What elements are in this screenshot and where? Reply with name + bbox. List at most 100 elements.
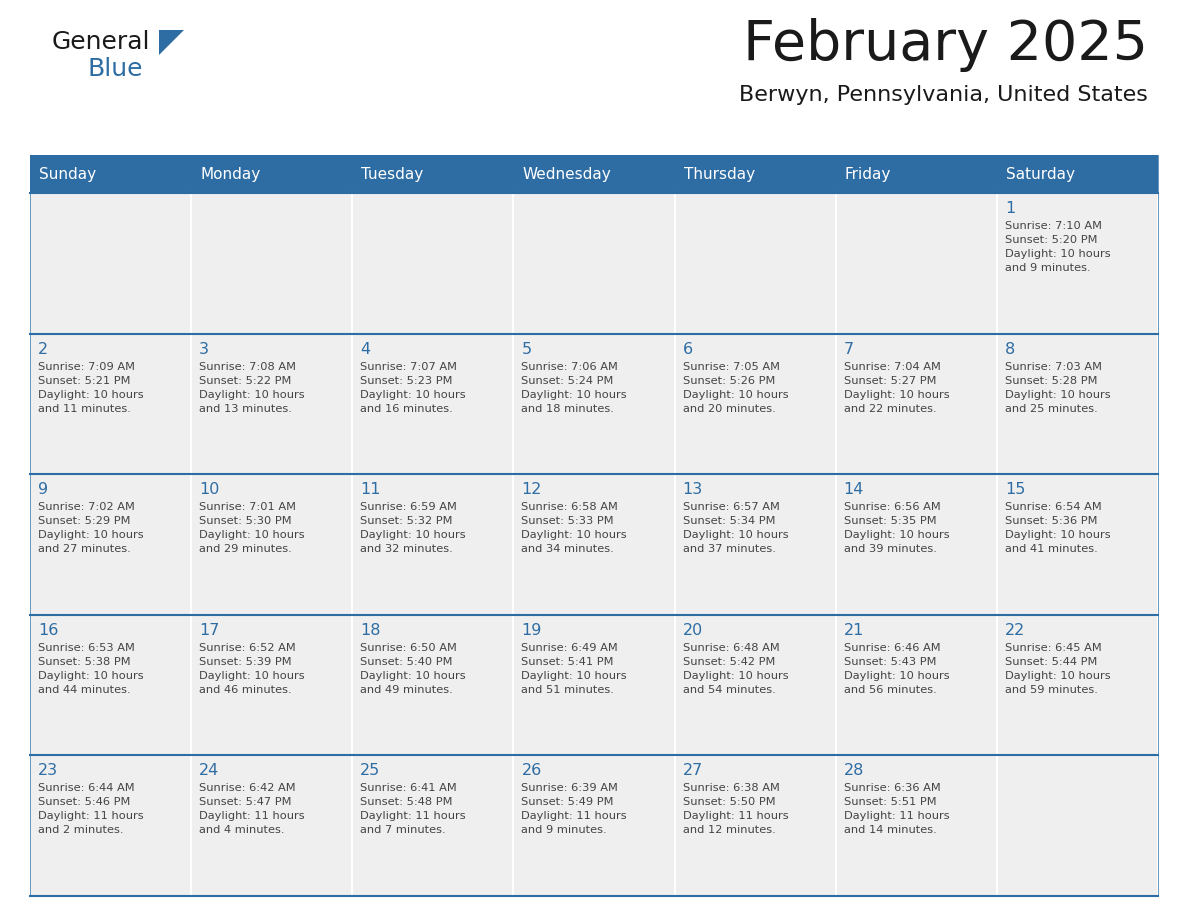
Text: Sunrise: 6:54 AM
Sunset: 5:36 PM
Daylight: 10 hours
and 41 minutes.: Sunrise: 6:54 AM Sunset: 5:36 PM Dayligh… [1005,502,1111,554]
Text: Sunrise: 7:07 AM
Sunset: 5:23 PM
Daylight: 10 hours
and 16 minutes.: Sunrise: 7:07 AM Sunset: 5:23 PM Dayligh… [360,362,466,414]
Text: Sunrise: 7:03 AM
Sunset: 5:28 PM
Daylight: 10 hours
and 25 minutes.: Sunrise: 7:03 AM Sunset: 5:28 PM Dayligh… [1005,362,1111,414]
Text: 20: 20 [683,622,703,638]
Bar [353,193,513,333]
Bar [997,615,1158,756]
Bar [835,475,997,615]
Text: Wednesday: Wednesday [523,166,611,182]
Bar [997,193,1158,333]
Bar [997,756,1158,896]
Text: 23: 23 [38,764,58,778]
Text: Sunrise: 6:48 AM
Sunset: 5:42 PM
Daylight: 10 hours
and 54 minutes.: Sunrise: 6:48 AM Sunset: 5:42 PM Dayligh… [683,643,788,695]
Text: 21: 21 [843,622,864,638]
Text: Friday: Friday [845,166,891,182]
Bar [191,333,353,475]
Text: 12: 12 [522,482,542,498]
Bar [30,475,191,615]
Bar [675,475,835,615]
Text: 3: 3 [200,341,209,356]
Text: Sunrise: 7:08 AM
Sunset: 5:22 PM
Daylight: 10 hours
and 13 minutes.: Sunrise: 7:08 AM Sunset: 5:22 PM Dayligh… [200,362,305,414]
Text: Sunrise: 6:41 AM
Sunset: 5:48 PM
Daylight: 11 hours
and 7 minutes.: Sunrise: 6:41 AM Sunset: 5:48 PM Dayligh… [360,783,466,835]
Text: Sunrise: 6:36 AM
Sunset: 5:51 PM
Daylight: 11 hours
and 14 minutes.: Sunrise: 6:36 AM Sunset: 5:51 PM Dayligh… [843,783,949,835]
Text: Sunrise: 6:39 AM
Sunset: 5:49 PM
Daylight: 11 hours
and 9 minutes.: Sunrise: 6:39 AM Sunset: 5:49 PM Dayligh… [522,783,627,835]
Text: Sunrise: 6:58 AM
Sunset: 5:33 PM
Daylight: 10 hours
and 34 minutes.: Sunrise: 6:58 AM Sunset: 5:33 PM Dayligh… [522,502,627,554]
Bar [30,756,191,896]
Text: Sunrise: 6:46 AM
Sunset: 5:43 PM
Daylight: 10 hours
and 56 minutes.: Sunrise: 6:46 AM Sunset: 5:43 PM Dayligh… [843,643,949,695]
Bar [353,475,513,615]
Bar [675,333,835,475]
Text: Sunrise: 7:06 AM
Sunset: 5:24 PM
Daylight: 10 hours
and 18 minutes.: Sunrise: 7:06 AM Sunset: 5:24 PM Dayligh… [522,362,627,414]
Bar [675,615,835,756]
Text: Sunrise: 7:09 AM
Sunset: 5:21 PM
Daylight: 10 hours
and 11 minutes.: Sunrise: 7:09 AM Sunset: 5:21 PM Dayligh… [38,362,144,414]
Text: February 2025: February 2025 [742,18,1148,72]
Bar [191,193,353,333]
Text: Sunrise: 6:38 AM
Sunset: 5:50 PM
Daylight: 11 hours
and 12 minutes.: Sunrise: 6:38 AM Sunset: 5:50 PM Dayligh… [683,783,788,835]
Text: 2: 2 [38,341,49,356]
Text: Sunrise: 6:49 AM
Sunset: 5:41 PM
Daylight: 10 hours
and 51 minutes.: Sunrise: 6:49 AM Sunset: 5:41 PM Dayligh… [522,643,627,695]
Text: Sunrise: 7:02 AM
Sunset: 5:29 PM
Daylight: 10 hours
and 27 minutes.: Sunrise: 7:02 AM Sunset: 5:29 PM Dayligh… [38,502,144,554]
Bar [513,756,675,896]
Text: 22: 22 [1005,622,1025,638]
Text: 19: 19 [522,622,542,638]
Text: 24: 24 [200,764,220,778]
Bar [353,756,513,896]
Text: 11: 11 [360,482,381,498]
Text: Sunrise: 6:44 AM
Sunset: 5:46 PM
Daylight: 11 hours
and 2 minutes.: Sunrise: 6:44 AM Sunset: 5:46 PM Dayligh… [38,783,144,835]
Text: Blue: Blue [87,57,143,81]
Text: 5: 5 [522,341,531,356]
Text: 28: 28 [843,764,864,778]
Bar [835,615,997,756]
Text: Sunday: Sunday [39,166,96,182]
Text: 15: 15 [1005,482,1025,498]
Text: Saturday: Saturday [1006,166,1075,182]
Text: General: General [52,30,151,54]
Text: Sunrise: 6:50 AM
Sunset: 5:40 PM
Daylight: 10 hours
and 49 minutes.: Sunrise: 6:50 AM Sunset: 5:40 PM Dayligh… [360,643,466,695]
Bar [835,756,997,896]
Text: 8: 8 [1005,341,1015,356]
Text: Sunrise: 6:59 AM
Sunset: 5:32 PM
Daylight: 10 hours
and 32 minutes.: Sunrise: 6:59 AM Sunset: 5:32 PM Dayligh… [360,502,466,554]
Text: Sunrise: 6:42 AM
Sunset: 5:47 PM
Daylight: 11 hours
and 4 minutes.: Sunrise: 6:42 AM Sunset: 5:47 PM Dayligh… [200,783,305,835]
Bar [30,193,191,333]
Text: 1: 1 [1005,201,1015,216]
Text: Sunrise: 7:04 AM
Sunset: 5:27 PM
Daylight: 10 hours
and 22 minutes.: Sunrise: 7:04 AM Sunset: 5:27 PM Dayligh… [843,362,949,414]
Bar [675,193,835,333]
Text: Tuesday: Tuesday [361,166,424,182]
Text: 13: 13 [683,482,703,498]
Text: 17: 17 [200,622,220,638]
Bar [191,756,353,896]
Bar [835,333,997,475]
Text: 18: 18 [360,622,381,638]
Text: 6: 6 [683,341,693,356]
Bar [191,615,353,756]
Bar [513,615,675,756]
Text: 14: 14 [843,482,864,498]
Text: 27: 27 [683,764,703,778]
Text: Sunrise: 6:45 AM
Sunset: 5:44 PM
Daylight: 10 hours
and 59 minutes.: Sunrise: 6:45 AM Sunset: 5:44 PM Dayligh… [1005,643,1111,695]
Text: Monday: Monday [200,166,260,182]
Bar [997,333,1158,475]
Text: Sunrise: 7:10 AM
Sunset: 5:20 PM
Daylight: 10 hours
and 9 minutes.: Sunrise: 7:10 AM Sunset: 5:20 PM Dayligh… [1005,221,1111,273]
Bar [191,475,353,615]
Text: 7: 7 [843,341,854,356]
Text: Berwyn, Pennsylvania, United States: Berwyn, Pennsylvania, United States [739,85,1148,105]
Bar [353,615,513,756]
Text: Sunrise: 6:57 AM
Sunset: 5:34 PM
Daylight: 10 hours
and 37 minutes.: Sunrise: 6:57 AM Sunset: 5:34 PM Dayligh… [683,502,788,554]
Text: Sunrise: 7:01 AM
Sunset: 5:30 PM
Daylight: 10 hours
and 29 minutes.: Sunrise: 7:01 AM Sunset: 5:30 PM Dayligh… [200,502,305,554]
Bar [675,756,835,896]
Text: 10: 10 [200,482,220,498]
Text: 26: 26 [522,764,542,778]
Bar [30,333,191,475]
Text: 4: 4 [360,341,371,356]
Text: Sunrise: 7:05 AM
Sunset: 5:26 PM
Daylight: 10 hours
and 20 minutes.: Sunrise: 7:05 AM Sunset: 5:26 PM Dayligh… [683,362,788,414]
Text: 25: 25 [360,764,380,778]
Polygon shape [159,30,184,55]
Bar [30,155,1158,193]
Bar [513,193,675,333]
Bar [835,193,997,333]
Bar [353,333,513,475]
Bar [997,475,1158,615]
Text: Sunrise: 6:53 AM
Sunset: 5:38 PM
Daylight: 10 hours
and 44 minutes.: Sunrise: 6:53 AM Sunset: 5:38 PM Dayligh… [38,643,144,695]
Text: 16: 16 [38,622,58,638]
Text: Thursday: Thursday [683,166,754,182]
Text: Sunrise: 6:52 AM
Sunset: 5:39 PM
Daylight: 10 hours
and 46 minutes.: Sunrise: 6:52 AM Sunset: 5:39 PM Dayligh… [200,643,305,695]
Text: Sunrise: 6:56 AM
Sunset: 5:35 PM
Daylight: 10 hours
and 39 minutes.: Sunrise: 6:56 AM Sunset: 5:35 PM Dayligh… [843,502,949,554]
